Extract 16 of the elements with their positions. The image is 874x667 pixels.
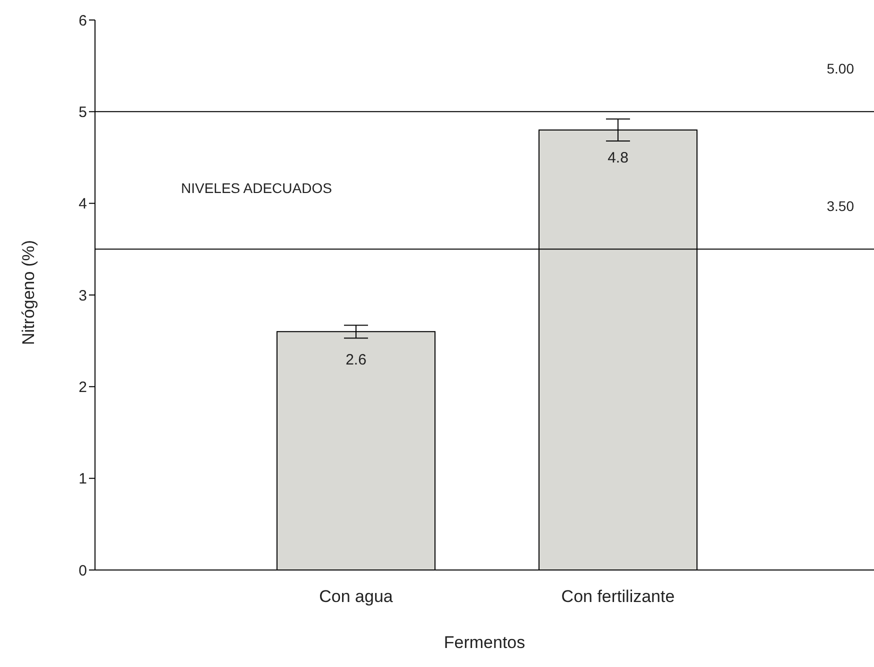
data-label: 4.8 (608, 150, 628, 167)
data-label: 2.6 (346, 351, 366, 368)
y-tick-label: 3 (78, 287, 87, 304)
x-axis-title: Fermentos (444, 633, 526, 652)
y-tick-label: 2 (78, 378, 87, 396)
y-tick-label: 1 (78, 470, 87, 488)
annotation: NIVELES ADECUADOS (181, 180, 332, 196)
ref-line-label: 5.00 (826, 60, 854, 77)
y-tick-label: 0 (78, 562, 87, 580)
y-tick-label: 6 (78, 12, 87, 30)
y-axis-title: Nitrógeno (%) (19, 240, 38, 345)
y-tick-label: 4 (78, 196, 87, 213)
x-tick-label: Con agua (319, 587, 394, 606)
ref-line-label: 3.50 (826, 198, 854, 214)
x-tick-label: Con fertilizante (561, 587, 675, 606)
y-tick-label: 5 (78, 104, 87, 121)
